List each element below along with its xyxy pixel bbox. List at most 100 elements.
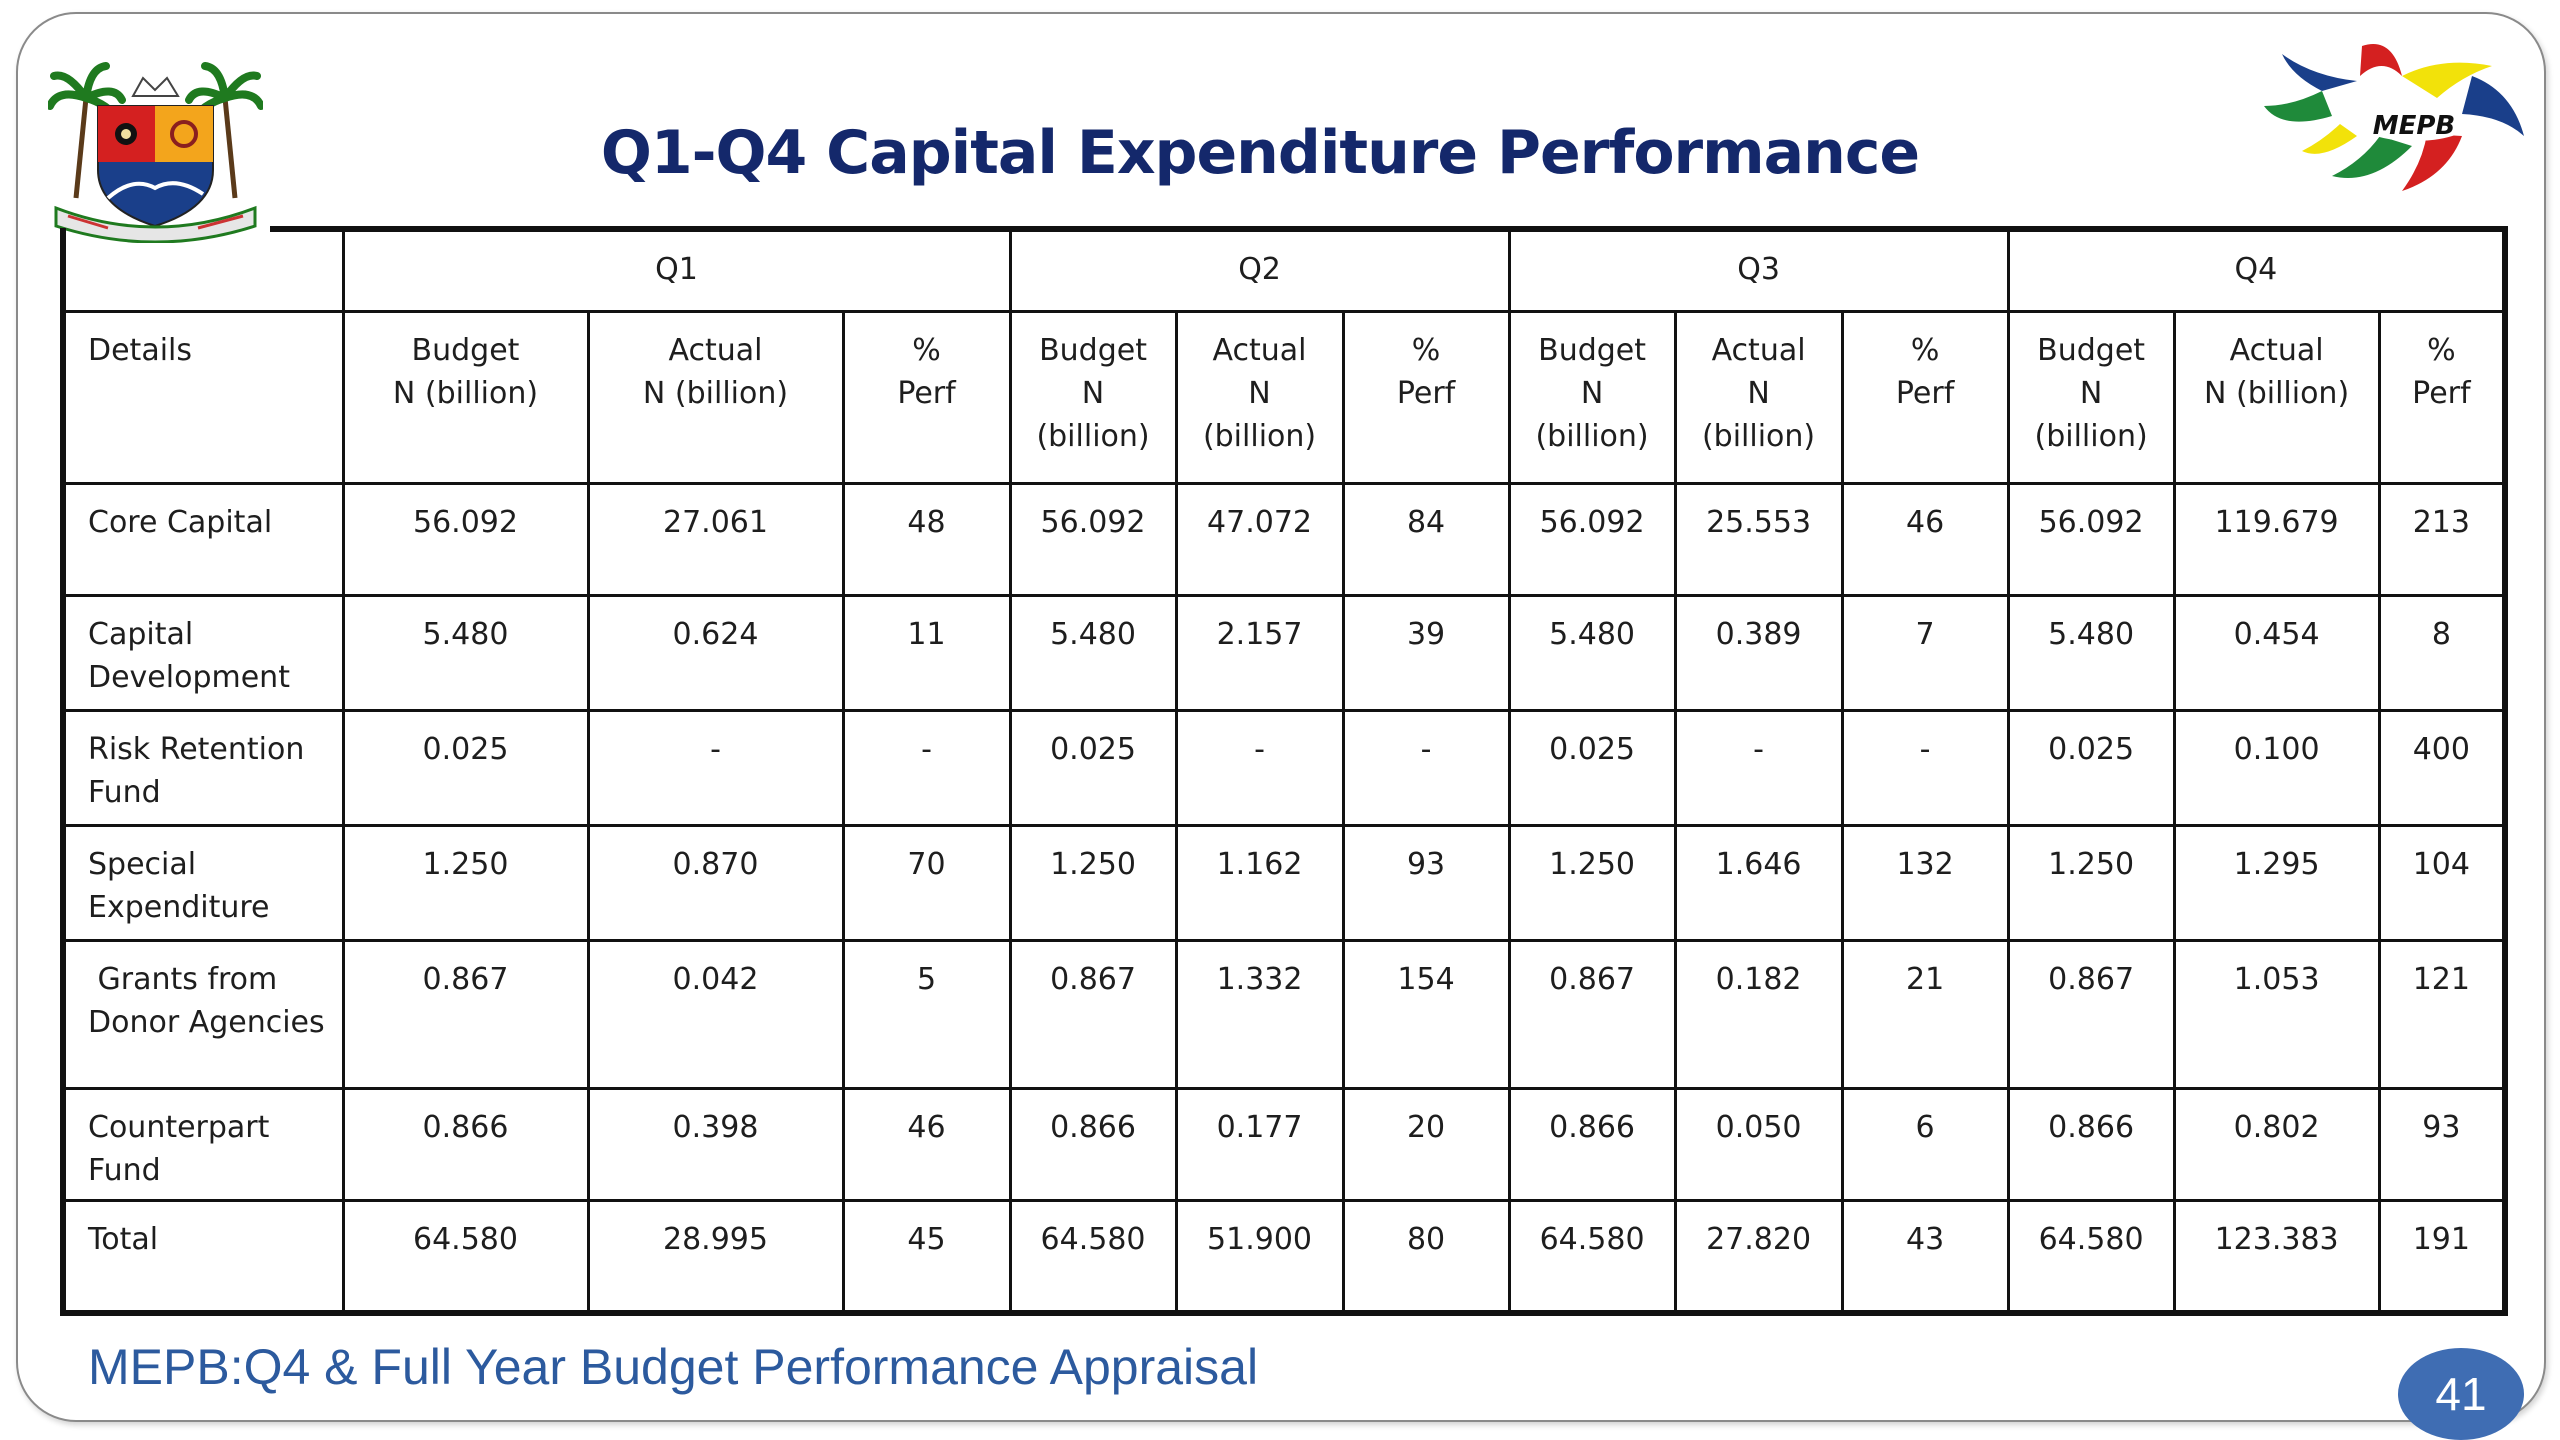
table-cell: 0.398	[586, 1087, 845, 1202]
table-cell: 0.870	[586, 824, 845, 942]
subheader-line: N	[1081, 376, 1105, 411]
table-cell: 27.820	[1673, 1199, 1844, 1316]
table-row: Capital Development 5.480 0.624 11 5.480 2.157…	[60, 594, 2509, 712]
table-cell: -	[1840, 709, 2010, 827]
table-top-border	[270, 226, 2502, 232]
table-cell: 104	[2377, 824, 2509, 942]
footer-caption: MEPB:Q4 & Full Year Budget Performance A…	[88, 1339, 1259, 1395]
row-label: Grants from Donor Agencies	[60, 939, 345, 1090]
subheader-line: Perf	[1396, 376, 1456, 411]
table-cell: 56.092	[1507, 482, 1677, 597]
column-subheader: Budget N (billion)	[1507, 310, 1677, 485]
table-cell: 0.866	[2006, 1087, 2176, 1202]
subheader-line: N	[2079, 376, 2103, 411]
performance-table: Q1 Q2 Q3 Q4 Details Budget N (billion) Actu…	[60, 226, 2509, 1316]
table-cell: 0.866	[1507, 1087, 1677, 1202]
table-cell: 1.332	[1174, 939, 1345, 1090]
subheader-line: Budget	[411, 333, 520, 368]
table-cell: 7	[1840, 594, 2010, 712]
table-cell: 0.866	[1008, 1087, 1178, 1202]
table-cell: 400	[2377, 709, 2509, 827]
table-cell: 0.100	[2172, 709, 2381, 827]
row-label-line: Grants from	[88, 962, 278, 997]
table-cell: -	[1174, 709, 1345, 827]
column-subheader: Actual N (billion)	[586, 310, 845, 485]
table-row: Total 64.580 28.995 45 64.580 51.900 80 64.580 2…	[60, 1199, 2509, 1316]
slide-title: Q1-Q4 Capital Expenditure Performance	[600, 118, 1920, 188]
table-cell: 154	[1341, 939, 1511, 1090]
table-cell: 8	[2377, 594, 2509, 712]
table-cell: 93	[1341, 824, 1511, 942]
table-cell: 1.646	[1673, 824, 1844, 942]
column-subheader: % Perf	[841, 310, 1012, 485]
table-cell: 0.025	[2006, 709, 2176, 827]
subheader-line: Actual	[1212, 333, 1307, 368]
table-cell: 25.553	[1673, 482, 1844, 597]
table-cell: 191	[2377, 1199, 2509, 1316]
column-subheader: Actual N (billion)	[1174, 310, 1345, 485]
subheader-line: N (billion)	[392, 376, 539, 411]
details-header: Details	[60, 310, 345, 485]
subheader-line: %	[1411, 333, 1441, 368]
quarter-header-q2: Q2	[1008, 226, 1511, 313]
table-cell: 0.042	[586, 939, 845, 1090]
table-cell: 51.900	[1174, 1199, 1345, 1316]
table-cell: 39	[1341, 594, 1511, 712]
subheader-line: (billion)	[2034, 419, 2148, 454]
table-cell: 0.867	[341, 939, 590, 1090]
row-label-line: Risk Retention	[88, 732, 305, 767]
subheader-line: (billion)	[1701, 419, 1816, 454]
row-label-line: Donor Agencies	[88, 1005, 325, 1040]
table-cell: 47.072	[1174, 482, 1345, 597]
column-subheader: % Perf	[1341, 310, 1511, 485]
table-cell: 1.162	[1174, 824, 1345, 942]
table-cell: 0.867	[1507, 939, 1677, 1090]
table-cell: 0.025	[341, 709, 590, 827]
row-label: Total	[60, 1199, 345, 1316]
quarter-header-q3: Q3	[1507, 226, 2010, 313]
table-cell: 0.025	[1507, 709, 1677, 827]
table-cell: 20	[1341, 1087, 1511, 1202]
table-cell: 84	[1341, 482, 1511, 597]
row-label-line: Capital	[88, 617, 194, 652]
row-label-line: Fund	[88, 775, 161, 810]
subheader-line: Perf	[897, 376, 956, 411]
table-cell: -	[841, 709, 1012, 827]
row-label: Capital Development	[60, 594, 345, 712]
table-cell: 1.250	[2006, 824, 2176, 942]
table-cell: 56.092	[341, 482, 590, 597]
subheader-line: N	[1747, 376, 1770, 411]
subheader-line: Actual	[1711, 333, 1806, 368]
capital-expenditure-table: Q1 Q2 Q3 Q4 Details Budget N (billion) Actu…	[60, 226, 2509, 1316]
table-cell: 0.182	[1673, 939, 1844, 1090]
table-cell: 6	[1840, 1087, 2010, 1202]
row-label-line: Fund	[88, 1153, 161, 1188]
table-cell: 0.867	[1008, 939, 1178, 1090]
row-label: Counterpart Fund	[60, 1087, 345, 1202]
table-cell: 0.454	[2172, 594, 2381, 712]
column-subheader: Budget N (billion)	[341, 310, 590, 485]
mepb-logo-text: MEPB	[2373, 111, 2456, 141]
subheader-line: %	[912, 333, 941, 368]
quarter-header-q1: Q1	[341, 226, 1012, 313]
column-subheader: % Perf	[2377, 310, 2509, 485]
table-cell: -	[1673, 709, 1844, 827]
row-label-line: Expenditure	[88, 890, 270, 925]
row-label-line: Development	[88, 660, 290, 695]
table-cell: 0.389	[1673, 594, 1844, 712]
table-cell: 213	[2377, 482, 2509, 597]
subheader-line: Perf	[2412, 376, 2471, 411]
table-cell: 64.580	[1008, 1199, 1178, 1316]
table-cell: 0.867	[2006, 939, 2176, 1090]
column-subheader: Budget N (billion)	[2006, 310, 2176, 485]
corner-cell	[60, 227, 345, 313]
row-label-line: Counterpart	[88, 1110, 270, 1145]
quarter-header-q4: Q4	[2006, 226, 2509, 313]
subheader-line: N (billion)	[2204, 376, 2350, 411]
table-cell: 132	[1840, 824, 2010, 942]
table-cell: 43	[1840, 1199, 2010, 1316]
subheader-line: (billion)	[1036, 419, 1150, 454]
table-cell: 1.250	[1008, 824, 1178, 942]
table-cell: 48	[841, 482, 1012, 597]
table-cell: 93	[2377, 1087, 2509, 1202]
